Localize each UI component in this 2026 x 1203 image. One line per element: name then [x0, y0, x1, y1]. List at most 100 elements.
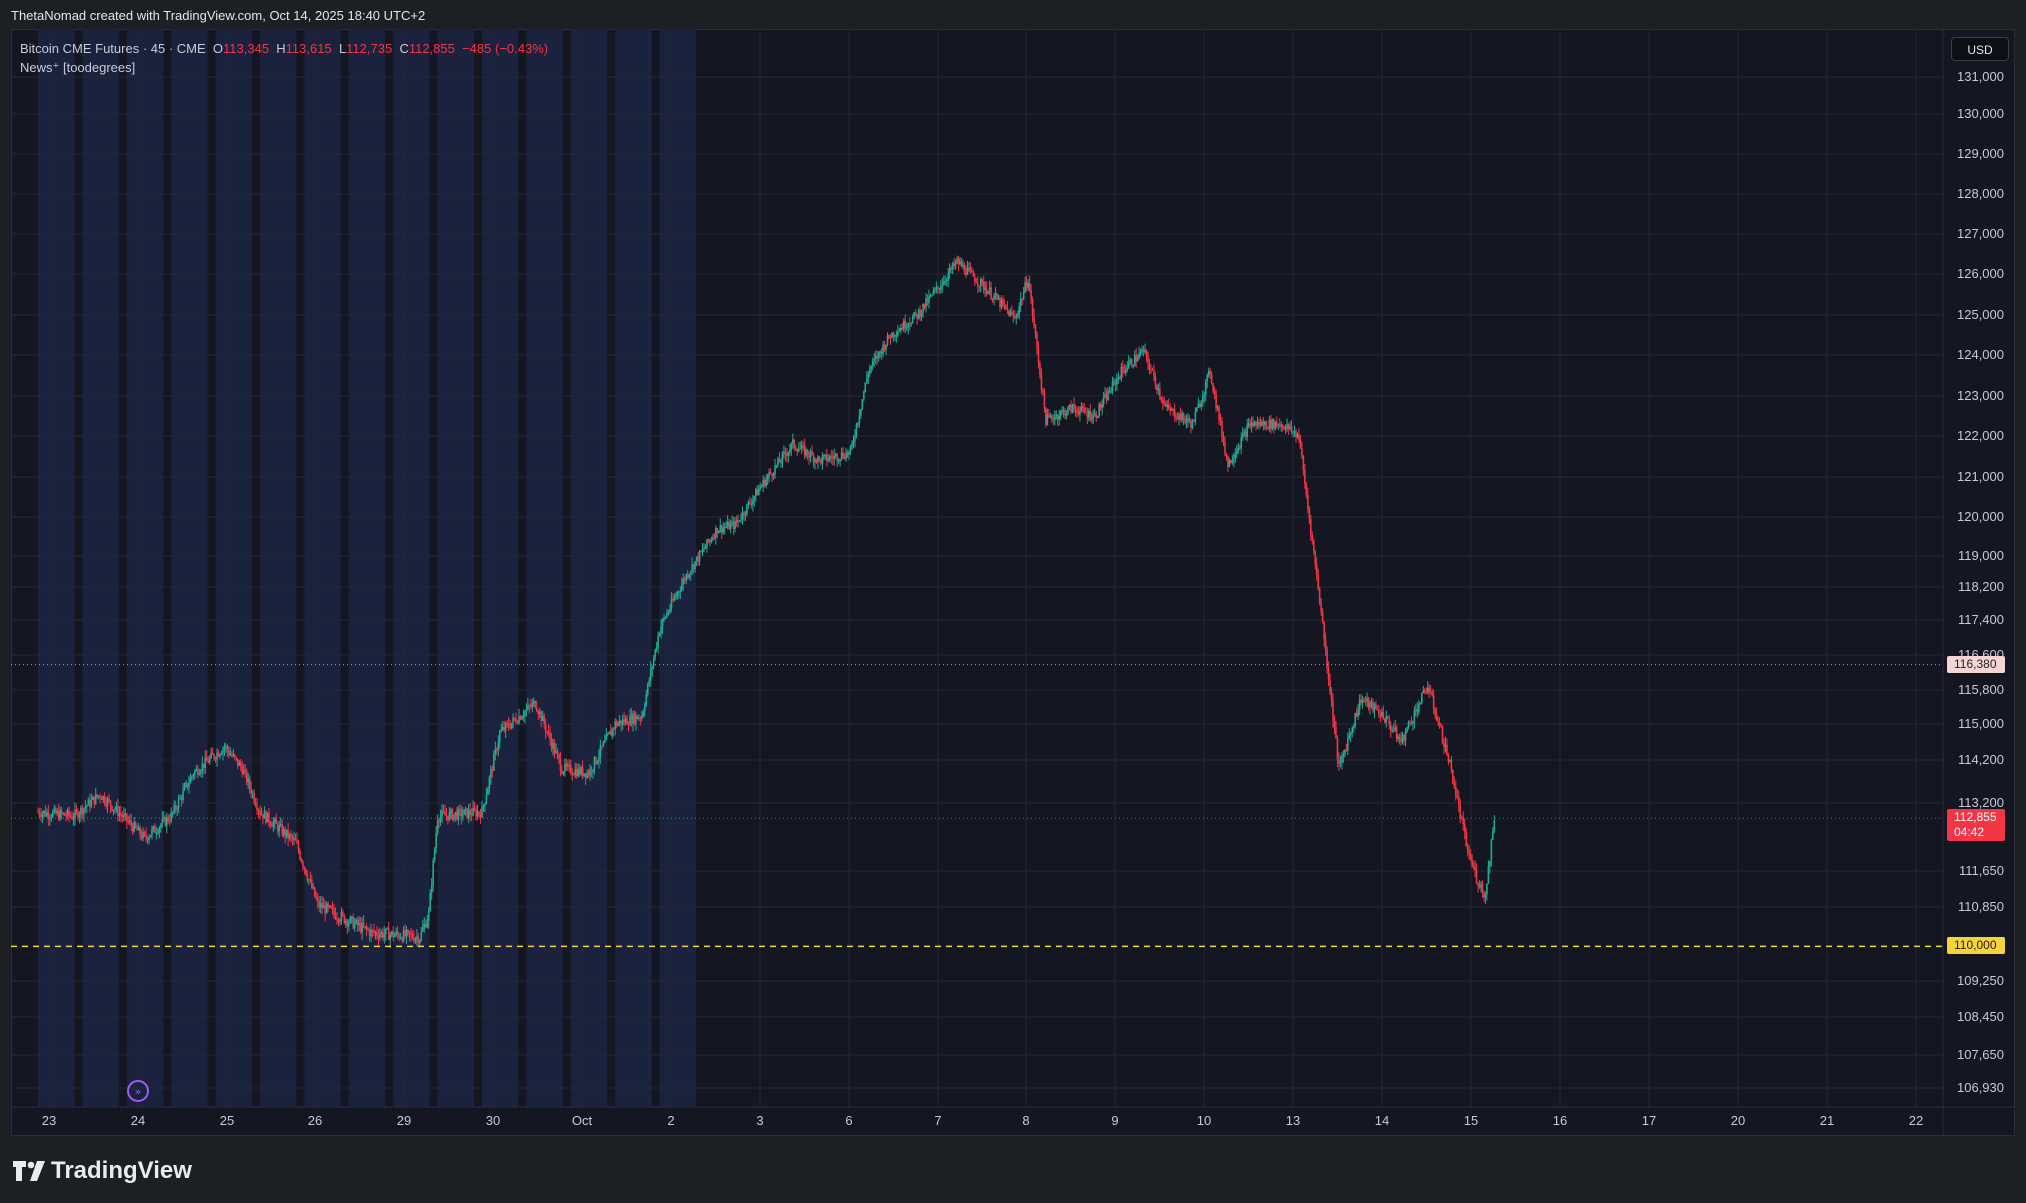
candle-body: [1008, 309, 1010, 317]
chart-frame[interactable]: [11, 29, 2015, 1136]
candle-body: [812, 454, 815, 463]
candle-body: [84, 806, 87, 809]
candle-body: [143, 831, 146, 835]
candle-body: [654, 649, 656, 659]
candle-body: [1310, 519, 1312, 535]
candle-body: [741, 512, 744, 520]
candle-body: [903, 320, 905, 330]
candle-body: [858, 415, 861, 423]
candle-body: [866, 378, 868, 383]
candle-body: [1437, 720, 1439, 723]
candle-body: [1299, 439, 1302, 449]
candle-body: [461, 814, 464, 817]
candle-body: [1107, 390, 1109, 401]
candle-body: [559, 758, 562, 771]
candle-body: [154, 826, 156, 833]
price-axis-label: 118,200: [1958, 579, 2004, 594]
chart-legend: Bitcoin CME Futures · 45 · CME O113,345 …: [20, 39, 548, 77]
candle-body: [253, 792, 255, 802]
candle-body: [1372, 701, 1374, 712]
logo-text: TradingView: [51, 1157, 192, 1184]
candle-body: [864, 382, 867, 392]
candle-body: [1249, 423, 1251, 427]
candle-body: [1200, 402, 1203, 407]
candle-body: [386, 928, 389, 930]
candle-body: [533, 701, 535, 704]
candle-body: [195, 768, 198, 771]
candle-body: [820, 459, 822, 464]
candle-body: [146, 837, 149, 841]
candle-body: [308, 879, 310, 881]
candle-body: [155, 832, 158, 834]
tradingview-logo[interactable]: TradingView: [13, 1157, 192, 1185]
candle-body: [373, 930, 375, 933]
candle-body: [1163, 403, 1166, 405]
close-label: C: [399, 41, 409, 56]
candle-body: [997, 298, 1000, 300]
candle-body: [1354, 713, 1356, 727]
candle-body: [1073, 404, 1075, 409]
candle-body: [1441, 726, 1444, 744]
candle-body: [1090, 418, 1093, 420]
candle-body: [69, 815, 72, 817]
candle-body: [478, 811, 480, 814]
candle-body: [1175, 417, 1177, 419]
candle-body: [904, 320, 907, 329]
candle-body: [1469, 853, 1472, 860]
symbol-label[interactable]: Bitcoin CME Futures · 45 · CME: [20, 41, 206, 56]
price-axis-label: 113,200: [1958, 795, 2004, 810]
candle-body: [1447, 755, 1450, 763]
candle-body: [1388, 718, 1391, 725]
candle-body: [105, 803, 107, 806]
candle-body: [322, 905, 325, 909]
price-axis-label: 126,000: [1957, 266, 2004, 281]
candle-body: [334, 913, 337, 919]
candle-body: [605, 735, 608, 741]
candle-body: [444, 812, 446, 816]
indicator-label[interactable]: News⁺ [toodegrees]: [20, 60, 136, 75]
candle-body: [423, 923, 426, 928]
candle-body: [669, 608, 671, 612]
candle-body: [1314, 551, 1317, 565]
ohlc-line: Bitcoin CME Futures · 45 · CME O113,345 …: [20, 39, 548, 58]
candle-body: [987, 291, 989, 294]
candle-body: [424, 923, 427, 928]
price-axis: 131,000 130,000 129,000 128,000 127,000 126,0…: [1942, 29, 2004, 1136]
candle-body: [716, 528, 719, 534]
candle-body: [550, 739, 553, 749]
candle-body: [1243, 431, 1245, 434]
candle-body: [612, 728, 615, 730]
price-axis-label: 110,850: [1958, 899, 2004, 914]
session-band: [437, 29, 474, 1107]
candle-body: [355, 919, 357, 924]
candle-body: [103, 795, 106, 804]
candle-body: [1318, 588, 1321, 604]
candle-body: [916, 313, 918, 319]
candle-body: [1391, 729, 1393, 731]
news-marker[interactable]: »: [127, 1080, 149, 1102]
currency-button[interactable]: USD: [1951, 37, 2009, 61]
candle-body: [789, 449, 791, 453]
price-axis-label: 106,930: [1957, 1080, 2004, 1095]
candle-body: [756, 489, 759, 496]
candle-body: [870, 366, 873, 369]
candle-body: [457, 808, 460, 820]
candle-body: [389, 934, 392, 940]
candle-body: [1228, 460, 1231, 467]
candle-body: [1227, 456, 1229, 467]
time-axis-label: 3: [756, 1113, 763, 1128]
candle-body: [198, 773, 201, 775]
candle-body: [698, 551, 701, 562]
candle-body: [1184, 418, 1186, 423]
candle-body: [1376, 709, 1379, 711]
candle-body: [919, 309, 921, 317]
candle-body: [849, 447, 852, 451]
candle-body: [568, 764, 571, 766]
price-chart[interactable]: 131,000 130,000 129,000 128,000 127,000 126,0…: [11, 29, 2015, 1136]
candle-body: [1332, 699, 1334, 721]
candle-body: [1271, 419, 1274, 429]
candle-body: [340, 912, 343, 921]
candle-body: [330, 905, 332, 909]
candle-body: [390, 931, 393, 935]
candle-body: [202, 763, 205, 769]
